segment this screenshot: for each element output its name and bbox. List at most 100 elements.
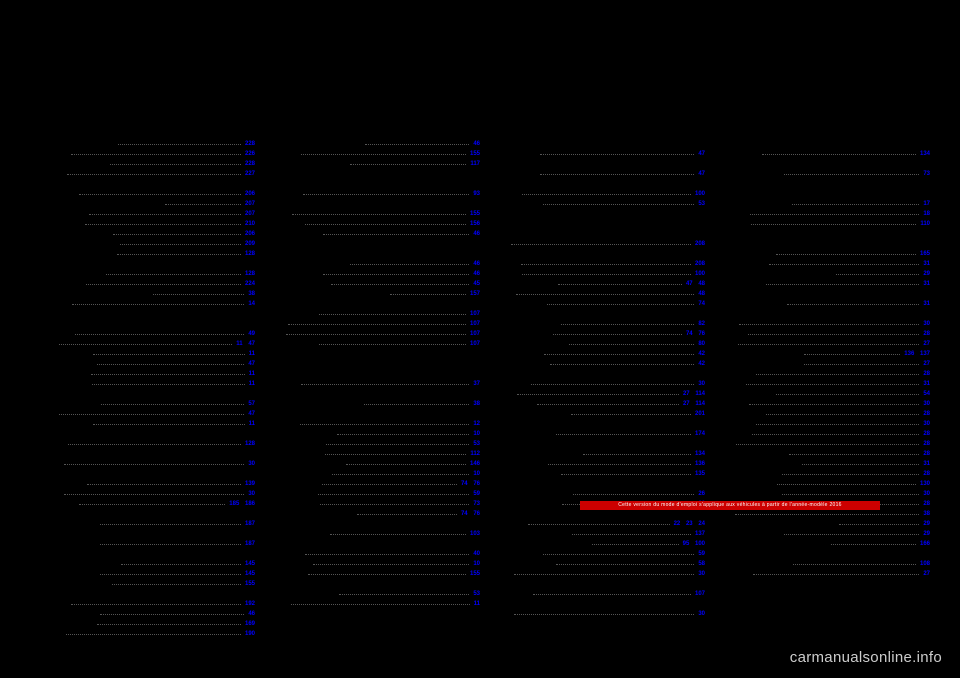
page-link[interactable]: 31 [921,460,930,469]
page-link[interactable]: 107 [468,330,480,339]
page-link[interactable]: 14 [246,300,255,309]
page-link[interactable]: 47 [246,360,255,369]
page-link[interactable]: 59 [696,550,705,559]
page-link[interactable]: 30 [921,490,930,499]
page-link[interactable]: 108 [918,560,930,569]
page-link[interactable]: 82 [696,320,705,329]
page-link[interactable]: 128 [243,250,255,259]
page-link[interactable]: 42 [696,350,705,359]
page-link[interactable]: 31 [921,280,930,289]
page-link[interactable]: 201 [693,410,705,419]
page-link[interactable]: 206 [243,190,255,199]
page-link[interactable]: 53 [471,590,480,599]
page-link[interactable]: 103 [468,530,480,539]
page-link[interactable]: 28 [921,450,930,459]
page-link[interactable]: 38 [471,400,480,409]
page-link[interactable]: 76 [694,330,705,339]
page-link[interactable]: 40 [471,550,480,559]
page-link[interactable]: 155 [468,150,480,159]
page-link[interactable]: 28 [921,410,930,419]
page-link[interactable]: 166 [918,540,930,549]
page-link[interactable]: 74 [459,480,468,489]
page-link[interactable]: 207 [243,210,255,219]
page-link[interactable]: 37 [471,380,480,389]
page-link[interactable]: 207 [243,200,255,209]
page-link[interactable]: 227 [243,170,255,179]
page-link[interactable]: 157 [468,290,480,299]
page-link[interactable]: 11 [247,420,255,429]
page-link[interactable]: 59 [471,490,480,499]
page-link[interactable]: 74 [459,510,468,519]
page-link[interactable]: 145 [243,570,255,579]
page-link[interactable]: 28 [921,430,930,439]
page-link[interactable]: 31 [921,380,930,389]
page-link[interactable]: 76 [469,480,480,489]
page-link[interactable]: 210 [243,220,255,229]
page-link[interactable]: 146 [468,460,480,469]
page-link[interactable]: 139 [243,480,255,489]
page-link[interactable]: 165 [918,250,930,259]
page-link[interactable]: 47 [244,340,255,349]
page-link[interactable]: 30 [696,380,705,389]
page-link[interactable]: 47 [246,410,255,419]
page-link[interactable]: 73 [921,170,930,179]
page-link[interactable]: 206 [243,230,255,239]
page-link[interactable]: 117 [468,160,480,169]
page-link[interactable]: 31 [921,260,930,269]
page-link[interactable]: 137 [916,350,930,359]
page-link[interactable]: 136 [693,460,705,469]
page-link[interactable]: 49 [246,330,255,339]
page-link[interactable]: 27 [921,570,930,579]
page-link[interactable]: 28 [921,440,930,449]
page-link[interactable]: 10 [471,430,480,439]
page-link[interactable]: 28 [921,370,930,379]
page-link[interactable]: 107 [693,590,705,599]
page-link[interactable]: 57 [246,400,255,409]
page-link[interactable]: 46 [471,260,480,269]
page-link[interactable]: 128 [243,440,255,449]
page-link[interactable]: 27 [921,340,930,349]
page-link[interactable]: 47 [696,150,705,159]
page-link[interactable]: 29 [921,520,930,529]
page-link[interactable]: 228 [243,160,255,169]
page-link[interactable]: 128 [243,270,255,279]
page-link[interactable]: 209 [243,240,255,249]
page-link[interactable]: 11 [247,380,255,389]
page-link[interactable]: 30 [246,490,255,499]
page-link[interactable]: 114 [691,400,705,409]
page-link[interactable]: 30 [921,320,930,329]
page-link[interactable]: 135 [693,470,705,479]
page-link[interactable]: 24 [694,520,705,529]
page-link[interactable]: 27 [681,400,690,409]
page-link[interactable]: 29 [921,270,930,279]
page-link[interactable]: 134 [693,450,705,459]
page-link[interactable]: 46 [471,230,480,239]
page-link[interactable]: 47 [684,280,693,289]
page-link[interactable]: 46 [246,610,255,619]
page-link[interactable]: 76 [469,510,480,519]
page-link[interactable]: 30 [246,460,255,469]
page-link[interactable]: 11 [234,340,242,349]
page-link[interactable]: 185 [227,500,239,509]
page-link[interactable]: 46 [471,270,480,279]
page-link[interactable]: 42 [696,360,705,369]
page-link[interactable]: 11 [247,370,255,379]
page-link[interactable]: 107 [468,310,480,319]
page-link[interactable]: 137 [693,530,705,539]
page-link[interactable]: 27 [921,360,930,369]
page-link[interactable]: 28 [921,500,930,509]
page-link[interactable]: 190 [243,630,255,639]
page-link[interactable]: 95 [681,540,690,549]
page-link[interactable]: 30 [696,570,705,579]
page-link[interactable]: 28 [921,330,930,339]
page-link[interactable]: 23 [682,520,693,529]
page-link[interactable]: 155 [468,570,480,579]
page-link[interactable]: 30 [696,610,705,619]
page-link[interactable]: 11 [247,350,255,359]
page-link[interactable]: 208 [693,240,705,249]
page-link[interactable]: 107 [468,320,480,329]
page-link[interactable]: 145 [243,560,255,569]
page-link[interactable]: 187 [243,520,255,529]
page-link[interactable]: 30 [921,400,930,409]
page-link[interactable]: 28 [921,470,930,479]
